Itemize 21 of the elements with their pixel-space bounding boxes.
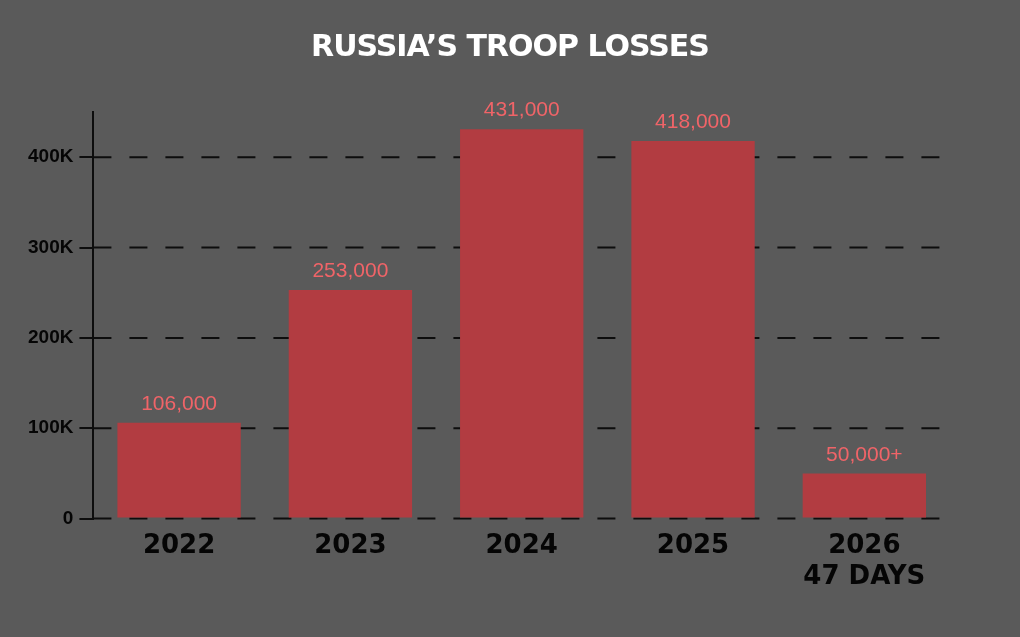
x-tick-label: 2025 <box>656 528 730 559</box>
x-tick-label: 2022 <box>142 528 216 559</box>
data-label: 418,000 <box>655 109 731 133</box>
bar <box>631 140 755 518</box>
data-label: 50,000+ <box>826 441 903 465</box>
x-tick-label: 2026 47 DAYS <box>803 528 926 591</box>
y-tick-label: 0 <box>62 506 74 528</box>
bar <box>117 422 241 518</box>
x-tick-label: 2024 <box>485 528 558 559</box>
y-tick-label: 100K <box>28 416 74 438</box>
bar <box>288 290 413 518</box>
x-tick-label: 2023 <box>314 528 387 559</box>
data-label: 431,000 <box>483 97 560 121</box>
bar <box>460 129 584 518</box>
y-tick-label: 200K <box>28 326 74 348</box>
y-tick-label: 400K <box>28 145 74 167</box>
data-label: 253,000 <box>312 258 389 282</box>
chart-title: RUSSIA’S TROOP LOSSES <box>310 28 710 63</box>
y-tick-label: 300K <box>28 235 74 257</box>
data-label: 106,000 <box>141 391 218 415</box>
bar <box>802 473 927 518</box>
